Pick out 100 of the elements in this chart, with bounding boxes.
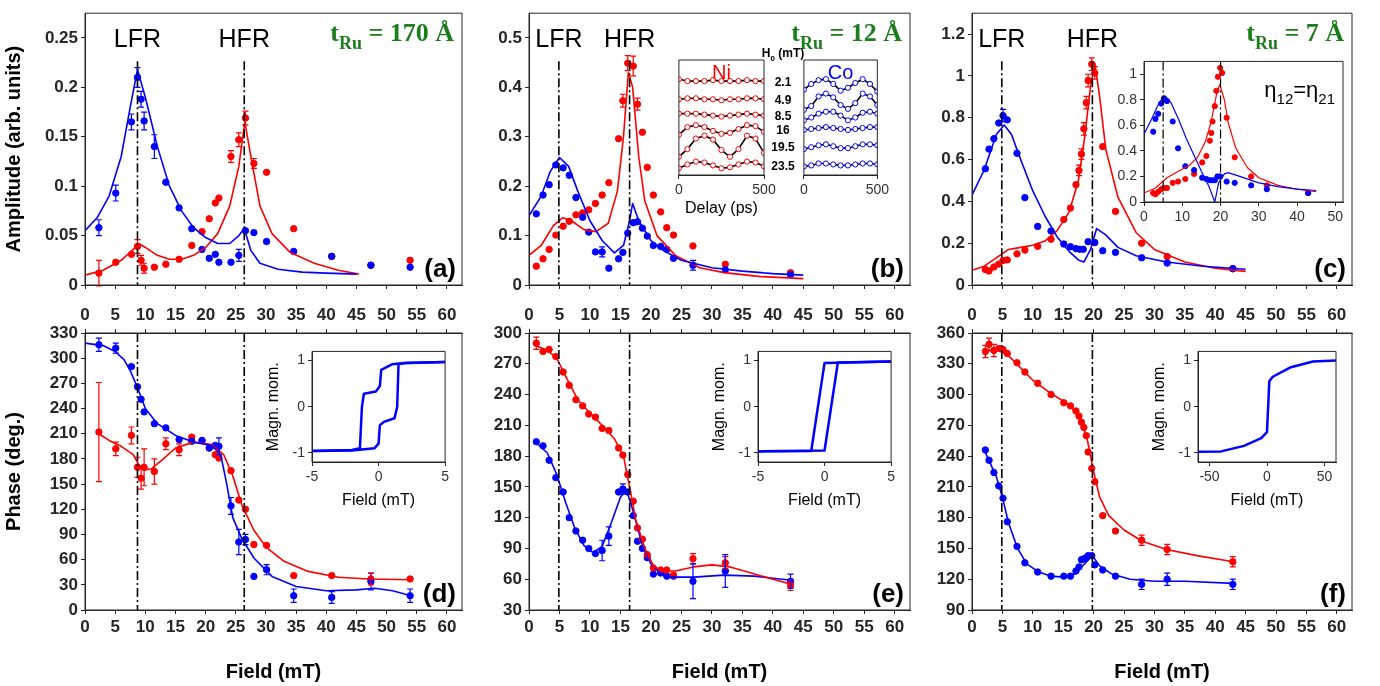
y-tick-label: 1 [297,351,306,368]
y-tick-label: 0.2 [54,77,78,97]
x-tick-label: 5 [110,616,120,636]
x-tick-label: 25 [226,616,246,636]
y-tick-label: 0.2 [941,232,965,252]
y-tick-label: 270 [493,353,522,373]
y-tick-label: 360 [936,322,965,342]
x-tick-label: -5 [751,468,765,485]
x2-tick-label: 10 [580,305,600,325]
x2-tick-label: 45 [793,305,813,325]
y-tick-label: 60 [503,568,522,588]
x-axis-title: Delay (ps) [684,198,758,216]
y-tick-label: 0 [512,274,522,294]
x2-tick-label: 45 [1236,305,1256,325]
x-tick-label: 5 [997,616,1008,636]
x-tick-label: 30 [702,616,722,636]
x-tick-label: 45 [346,616,366,636]
y-tick-label: -1 [738,443,752,460]
y-tick-label: 0.15 [44,126,78,146]
x-tick-label: 30 [1144,616,1164,636]
y-tick-label: 0 [1183,397,1192,414]
y-tick-label: 120 [936,568,965,588]
x-tick-label: 15 [610,616,630,636]
x-tick-label: 20 [1212,208,1229,225]
x2-tick-label: 35 [286,305,306,325]
x-tick-label: 35 [732,616,752,636]
x-tick-label: 500 [752,181,776,198]
x-axis-title: Field (mT) [1114,659,1210,682]
x2-tick-label: 50 [377,305,397,325]
x2-tick-label: 25 [1114,305,1134,325]
x-axis-title: Field (mT) [788,490,861,508]
x-tick-label: 10 [1023,616,1043,636]
x-tick-label: 50 [1266,616,1286,636]
y-tick-label: 0.4 [498,77,523,97]
x-tick-label: 50 [377,616,397,636]
x2-tick-label: 40 [763,305,783,325]
x-tick-label: 20 [1084,616,1104,636]
x-tick-label: 5 [887,468,896,485]
y-tick-label: 1 [1129,65,1138,82]
x-tick-label: 45 [793,616,813,636]
x-tick-label: 60 [437,616,457,636]
y-tick-label: 1 [743,351,752,368]
chart-title: Ni [712,61,731,83]
x-tick-label: 35 [1175,616,1195,636]
x2-tick-label: 5 [554,305,565,325]
y-tick-label: 0 [68,274,78,294]
y-tick-label: 0 [955,274,965,294]
y-axis-title: Magn. mom. [264,362,282,452]
ref-line-label: LFR [113,24,162,53]
y-axis-title: Magn. mom. [1150,362,1168,452]
y-tick-label: 300 [49,347,78,367]
x-tick-label: 5 [441,468,450,485]
y-tick-label: 0 [68,599,78,619]
x-tick-label: 50 [824,616,844,636]
x2-tick-label: 20 [196,305,216,325]
annotation: (b) [870,253,904,283]
x2-tick-label: 50 [824,305,844,325]
ref-line-label: LFR [978,24,1026,53]
y-tick-label: 0.4 [941,191,966,211]
x-axis-title: Field (mT) [1230,490,1304,508]
y-tick-label: 0.2 [1117,167,1138,184]
y-axis-title: Magn. mom. [710,362,728,452]
x2-tick-label: 10 [135,305,155,325]
x-tick-label: 500 [865,181,890,198]
y-tick-label: 0.6 [1117,116,1138,133]
annotation: (f) [1320,578,1347,608]
y-tick-label: 0.1 [498,225,522,245]
x2-tick-label: 20 [641,305,661,325]
y-tick-label: -1 [292,443,306,460]
ref-line-label: HFR [603,24,656,53]
y-axis-title: Phase (deg.) [1,412,24,531]
x2-tick-label: 60 [1327,305,1347,325]
y-tick-label: 150 [936,538,965,558]
annotation: (e) [872,578,904,608]
y-tick-label: 210 [936,476,965,496]
y-tick-label: 90 [503,538,522,558]
x-tick-label: 35 [286,616,306,636]
text: 16 [776,123,790,138]
x-tick-label: 30 [256,616,276,636]
y-tick-label: 0.25 [44,27,78,47]
x-tick-label: 40 [1205,616,1225,636]
x2-tick-label: 55 [1296,305,1316,325]
y-tick-label: 210 [49,423,78,443]
ref-line-label: LFR [535,24,583,53]
x2-tick-label: 15 [1053,305,1073,325]
y-tick-label: 0 [297,397,306,414]
x-tick-label: 40 [1289,208,1306,225]
y-tick-label: 150 [49,473,78,493]
y-tick-label: 0.5 [498,27,522,47]
y-tick-label: 0.05 [44,225,78,245]
ref-line-label: HFR [218,24,270,53]
text: 8.5 [774,108,792,123]
x-tick-label: 55 [1296,616,1316,636]
annotation: (a) [424,253,456,283]
x-tick-label: -50 [1199,468,1220,485]
y-tick-label: 180 [493,445,522,465]
x2-tick-label: 35 [732,305,752,325]
x2-tick-label: 55 [407,305,427,325]
y-tick-label: 150 [493,476,522,496]
y-tick-label: 270 [49,373,78,393]
